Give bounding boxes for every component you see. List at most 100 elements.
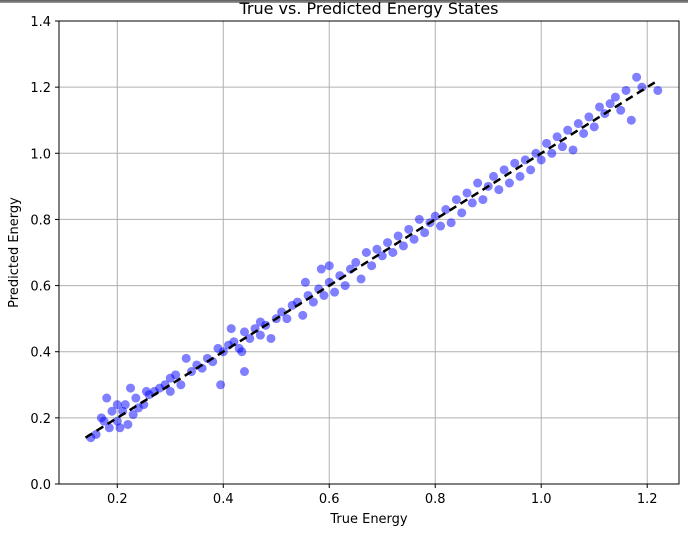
data-point [324, 261, 334, 271]
data-point [165, 386, 175, 396]
chart-title: True vs. Predicted Energy States [238, 0, 498, 18]
data-point [340, 281, 350, 291]
data-point [367, 261, 377, 271]
data-point [557, 142, 567, 152]
data-point [605, 99, 615, 109]
y-tick-label-5: 1.0 [30, 147, 51, 162]
data-point [319, 290, 329, 300]
data-point [436, 221, 446, 231]
data-point [239, 327, 249, 337]
data-point [245, 333, 255, 343]
data-point [584, 112, 594, 122]
data-point [404, 224, 414, 234]
data-point [377, 251, 387, 261]
data-point [102, 393, 112, 403]
data-point [626, 115, 636, 125]
data-point [536, 155, 546, 165]
data-point [282, 314, 292, 324]
data-point [499, 165, 509, 175]
data-point [330, 287, 340, 297]
data-point [383, 238, 393, 248]
x-tick-label-3: 0.8 [425, 492, 446, 507]
data-point [515, 171, 525, 181]
data-point [255, 330, 265, 340]
data-point [494, 185, 504, 195]
data-point [237, 347, 247, 357]
y-tick-label-2: 0.4 [30, 346, 51, 361]
data-point [573, 119, 583, 129]
x-tick-label-2: 0.6 [319, 492, 340, 507]
data-point [181, 353, 191, 363]
data-point [504, 178, 514, 188]
axis-ticks: 0.2 0.4 0.6 0.8 1.0 1.2 0.0 0.2 0.4 0.6 0.8 1.0 1.2 1… [30, 15, 657, 507]
data-point [128, 410, 138, 420]
reference-line [84, 79, 659, 439]
y-tick-label-6: 1.2 [30, 81, 51, 96]
data-point [308, 297, 318, 307]
window-top-edge [0, 0, 688, 3]
data-point [637, 82, 647, 92]
data-point [398, 241, 408, 251]
data-point [414, 214, 424, 224]
data-point [176, 380, 186, 390]
x-axis-label: True Energy [329, 512, 408, 527]
data-point [171, 370, 181, 380]
data-point [120, 400, 130, 410]
data-point [131, 393, 141, 403]
data-point [563, 125, 573, 135]
y-tick-label-1: 0.2 [30, 412, 51, 427]
data-point [216, 380, 226, 390]
data-points [86, 72, 663, 443]
data-point [552, 132, 562, 142]
data-point [372, 244, 382, 254]
data-point [610, 92, 620, 102]
axes-frame [58, 20, 680, 485]
data-point [653, 85, 663, 95]
data-point [451, 195, 461, 205]
data-point [478, 195, 488, 205]
data-point [616, 105, 626, 115]
data-point [229, 337, 239, 347]
data-point [409, 234, 419, 244]
data-point [446, 218, 456, 228]
data-point [393, 231, 403, 241]
data-point [589, 122, 599, 132]
data-point [621, 85, 631, 95]
x-tick-label-5: 1.2 [637, 492, 658, 507]
data-point [526, 165, 536, 175]
data-point [489, 171, 499, 181]
data-point [112, 400, 122, 410]
data-point [104, 423, 114, 433]
data-point [595, 102, 605, 112]
data-point [579, 128, 589, 138]
data-point [351, 257, 361, 267]
data-point [239, 367, 249, 377]
x-tick-label-4: 1.0 [531, 492, 552, 507]
data-point [107, 406, 117, 416]
data-point [420, 228, 430, 238]
x-tick-label-0: 0.2 [107, 492, 128, 507]
data-point [99, 416, 109, 426]
data-point [441, 205, 451, 215]
data-point [226, 324, 236, 334]
data-point [316, 264, 326, 274]
data-point [547, 148, 557, 158]
data-point [123, 419, 133, 429]
y-tick-label-0: 0.0 [30, 478, 51, 493]
data-point [277, 307, 287, 317]
data-point [467, 198, 477, 208]
data-point [510, 158, 520, 168]
y-tick-label-4: 0.8 [30, 213, 51, 228]
reference-line-group [84, 79, 659, 439]
data-point [300, 277, 310, 287]
y-tick-label-7: 1.4 [30, 15, 51, 30]
data-point [298, 310, 308, 320]
data-point [126, 383, 136, 393]
data-point [542, 138, 552, 148]
data-point [568, 145, 578, 155]
data-point [91, 429, 101, 439]
y-axis-label: Predicted Energy [7, 197, 22, 308]
data-point [266, 333, 276, 343]
